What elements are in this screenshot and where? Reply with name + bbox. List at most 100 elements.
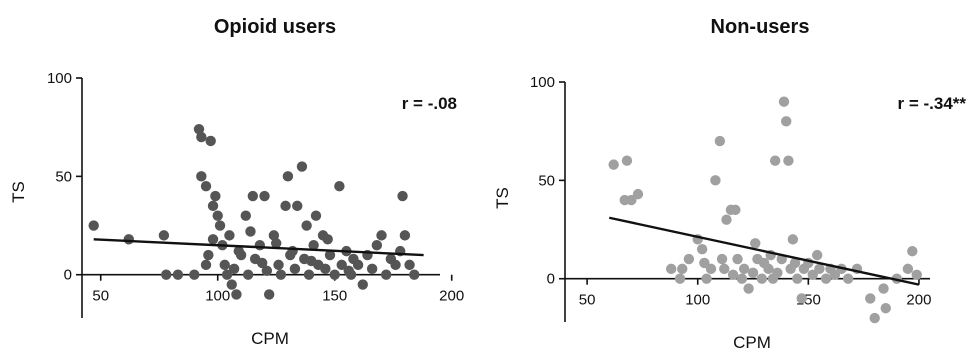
data-point [710, 175, 721, 186]
data-point [296, 161, 308, 172]
data-point [357, 279, 368, 290]
data-point [196, 171, 207, 182]
data-point [792, 273, 803, 284]
data-point [878, 283, 889, 294]
data-point [254, 240, 266, 251]
data-point [301, 220, 312, 231]
data-point [842, 273, 854, 284]
data-point [343, 265, 354, 276]
chart-title: Non-users [711, 16, 810, 38]
data-point [214, 220, 226, 231]
data-point [772, 267, 783, 279]
y-tick-label: 100 [530, 74, 555, 91]
data-point [352, 259, 364, 271]
y-axis-label: TS [9, 181, 28, 203]
x-tick-label: 100 [685, 292, 710, 309]
data-point [329, 269, 340, 280]
data-point [303, 269, 315, 280]
data-point [240, 210, 251, 221]
data-point [380, 269, 392, 280]
data-point [747, 267, 759, 279]
data-point [275, 269, 287, 280]
data-point [756, 273, 768, 284]
data-point [221, 269, 233, 280]
data-point [207, 200, 219, 212]
data-point [245, 226, 256, 237]
data-point [738, 263, 750, 275]
data-point [699, 257, 710, 269]
data-point [282, 171, 294, 182]
data-point [242, 269, 254, 280]
data-point [263, 289, 275, 300]
data-point [212, 210, 223, 221]
y-tick-label: 0 [64, 267, 72, 284]
data-point [814, 263, 825, 275]
data-point [769, 155, 781, 166]
regression-line [93, 238, 424, 257]
data-point [261, 265, 273, 276]
y-tick-label: 0 [547, 271, 555, 288]
data-point [811, 249, 823, 261]
data-point [730, 204, 741, 216]
data-point [259, 190, 270, 202]
data-point [271, 238, 282, 249]
data-point [224, 230, 235, 241]
data-point [736, 273, 748, 284]
y-tick-label: 50 [538, 172, 555, 189]
data-point [621, 155, 633, 166]
data-point [289, 263, 301, 275]
data-point [683, 253, 695, 265]
data-point [820, 273, 832, 284]
data-point [743, 283, 754, 294]
data-point [308, 240, 319, 251]
x-tick-label: 50 [579, 292, 596, 309]
data-point [200, 180, 212, 192]
data-point [763, 263, 774, 275]
data-point [320, 263, 331, 275]
chart-title: Opioid users [214, 16, 336, 38]
x-tick-label: 150 [322, 288, 347, 305]
data-point [371, 240, 383, 251]
data-point [189, 269, 200, 280]
data-point [376, 230, 387, 241]
correlation-annotation: r = -.08 [402, 94, 457, 113]
data-point [880, 303, 891, 314]
data-point [399, 230, 411, 241]
data-point [256, 257, 268, 269]
data-point [233, 245, 244, 257]
y-tick-label: 100 [47, 70, 72, 87]
data-point [632, 188, 644, 200]
data-point [219, 259, 230, 271]
data-point [322, 234, 333, 245]
regression-line [608, 216, 920, 286]
x-tick-label: 100 [205, 288, 230, 305]
data-point [292, 200, 303, 212]
data-point [705, 263, 717, 275]
data-point [196, 131, 207, 143]
data-point [247, 190, 259, 202]
y-tick-label: 50 [55, 168, 72, 185]
data-point [273, 259, 284, 271]
data-point [787, 234, 799, 245]
data-point [714, 135, 726, 147]
data-point [732, 253, 743, 265]
data-point [701, 273, 712, 284]
data-point [911, 269, 922, 280]
data-point [324, 249, 336, 261]
data-point [200, 259, 212, 271]
data-point [807, 269, 818, 280]
y-axis-label: TS [493, 187, 512, 209]
data-point [280, 200, 291, 212]
data-point [696, 244, 708, 255]
data-point [161, 269, 172, 280]
correlation-annotation: r = -.34** [897, 94, 966, 113]
data-point [268, 230, 280, 241]
data-point [172, 269, 184, 280]
data-point [674, 273, 686, 284]
x-tick-label: 50 [92, 288, 109, 305]
data-point [783, 155, 794, 166]
data-point [781, 116, 792, 127]
